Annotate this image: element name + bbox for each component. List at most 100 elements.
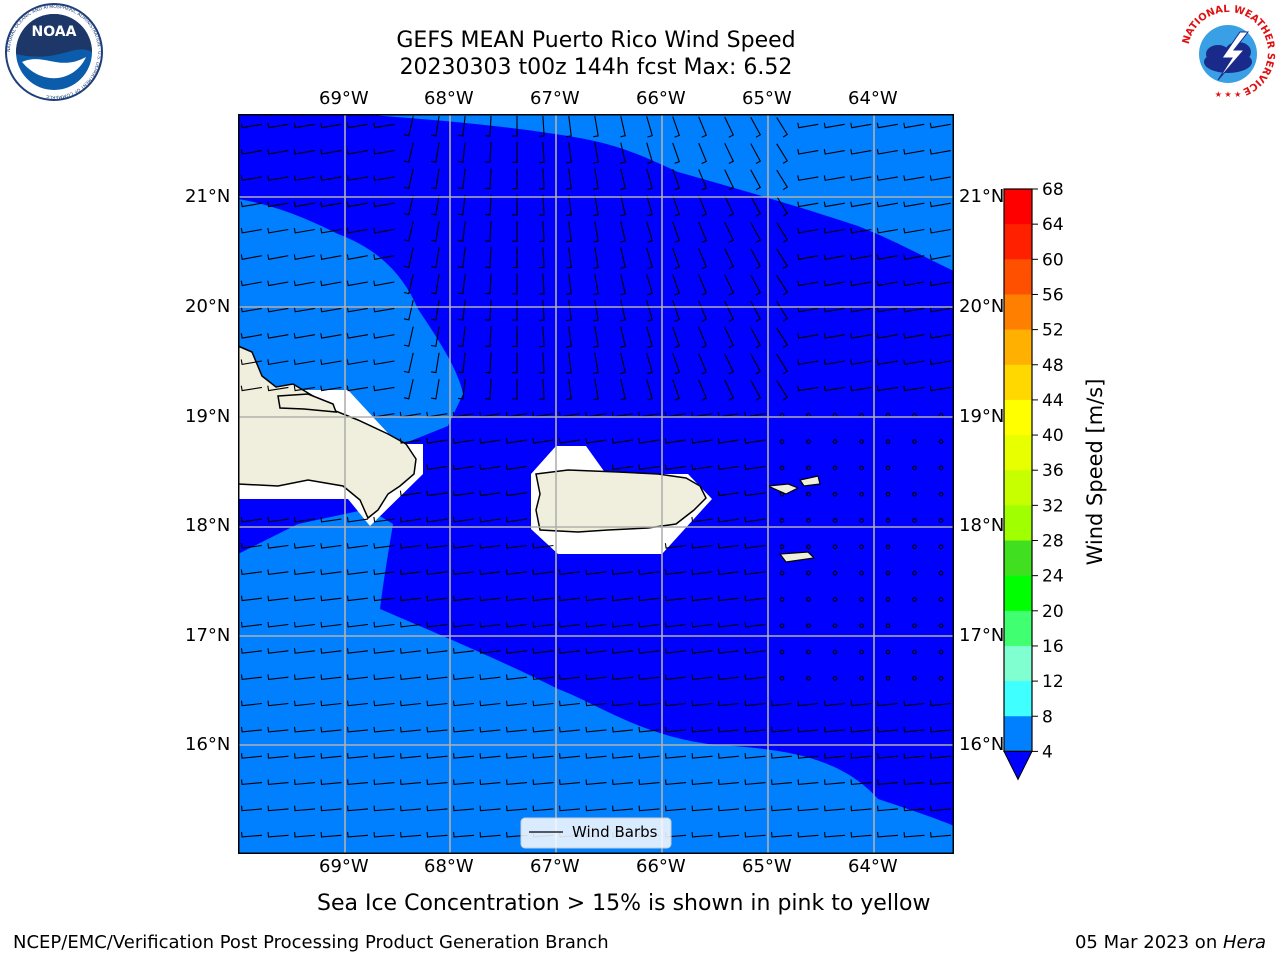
wind-barb — [585, 648, 607, 654]
wind-barb — [744, 543, 766, 549]
wind-barb — [929, 280, 951, 287]
calm-marker — [885, 623, 891, 629]
wind-barb — [744, 464, 766, 471]
wind-barb — [426, 805, 448, 812]
wind-barb — [770, 726, 792, 733]
calm-marker — [779, 544, 785, 550]
wind-barb — [691, 805, 713, 812]
wind-barb — [505, 516, 527, 523]
gridlines — [238, 114, 954, 854]
wind-barb — [717, 490, 739, 497]
wind-barb — [479, 621, 501, 628]
colorbar-tick-label: 60 — [1042, 250, 1064, 270]
calm-marker — [912, 491, 917, 497]
wind-barb — [724, 116, 735, 138]
wind-barb — [430, 326, 440, 347]
wind-barb — [750, 143, 762, 164]
wind-barb — [824, 831, 846, 838]
wind-barb — [452, 490, 474, 497]
wind-barb — [620, 116, 626, 138]
calm-marker — [912, 597, 917, 602]
wind-barb — [717, 438, 739, 444]
wind-barb — [457, 168, 466, 190]
wind-barb — [512, 273, 518, 295]
wind-barb — [665, 753, 687, 759]
wind-barb — [876, 306, 898, 313]
calm-marker — [938, 491, 944, 497]
wind-barb — [750, 327, 762, 349]
wind-barb — [403, 116, 414, 137]
lat-label-right-17n: 17°N — [959, 625, 1005, 646]
wind-barb — [452, 464, 474, 471]
colorbar-tick-label: 28 — [1042, 532, 1064, 552]
wind-barb — [506, 831, 528, 838]
colorbar-swatches — [1003, 188, 1033, 781]
wind-barb — [638, 674, 660, 681]
wind-barb — [240, 516, 262, 523]
wind-barb — [346, 227, 368, 234]
wind-barb — [294, 805, 316, 812]
wind-barb — [240, 280, 262, 287]
colorbar-swatch — [1004, 435, 1032, 471]
wind-barb — [347, 831, 369, 838]
wind-barb — [717, 648, 739, 654]
colorbar-tick-label: 64 — [1042, 215, 1064, 235]
calm-marker — [912, 649, 917, 655]
wind-barb — [620, 273, 626, 296]
wind-barb — [566, 379, 572, 401]
wind-barb — [479, 648, 501, 654]
wind-barb — [638, 753, 660, 759]
wind-barb — [558, 648, 580, 654]
calm-marker — [859, 675, 864, 681]
wind-barb — [876, 280, 898, 287]
colorbar-tick-label: 16 — [1042, 637, 1064, 657]
wind-barb — [876, 254, 898, 260]
wind-barb — [373, 700, 395, 707]
wind-barb — [430, 221, 440, 242]
footer-host: Hera — [1222, 932, 1266, 953]
wind-barb — [698, 221, 708, 243]
wind-barb — [850, 254, 872, 260]
wind-barb — [672, 326, 680, 349]
wind-barb — [506, 779, 528, 785]
calm-marker — [779, 649, 785, 655]
wind-barb — [776, 169, 789, 191]
wind-barb — [453, 753, 475, 759]
wind-barbs-legend: Wind Barbs — [520, 817, 672, 849]
wind-barb — [929, 333, 951, 339]
wind-barb — [744, 490, 766, 497]
calm-marker — [938, 465, 944, 471]
wind-barb — [585, 805, 607, 812]
wind-barb — [903, 280, 925, 287]
wind-barb — [903, 149, 925, 155]
wind-barb — [452, 438, 474, 444]
wind-barb — [691, 464, 713, 471]
wind-barb — [672, 169, 680, 191]
wind-barb — [717, 464, 739, 471]
wind-barb — [452, 595, 474, 602]
wind-barb — [457, 352, 466, 374]
wind-barb — [744, 674, 766, 681]
wind-barb — [744, 648, 766, 654]
wind-barb — [558, 438, 580, 444]
calm-marker — [859, 649, 864, 655]
wind-barb — [400, 831, 422, 838]
wind-barb — [771, 831, 793, 838]
wind-barb — [903, 122, 925, 129]
wind-barb — [346, 333, 368, 339]
wind-barb — [240, 175, 262, 181]
calm-marker — [885, 439, 891, 444]
wind-barb — [320, 700, 342, 707]
calm-marker — [938, 649, 944, 655]
wind-barb — [771, 805, 793, 812]
calm-marker — [806, 465, 811, 471]
wind-barb — [566, 221, 572, 243]
colorbar-swatch — [1004, 329, 1032, 366]
wind-barb — [744, 753, 766, 759]
wind-barb — [664, 569, 686, 576]
lat-label-left-19n: 19°N — [185, 406, 231, 427]
wind-barb — [664, 464, 686, 471]
wind-barb — [903, 700, 925, 707]
wind-barb — [585, 726, 607, 733]
calm-marker — [912, 439, 917, 444]
